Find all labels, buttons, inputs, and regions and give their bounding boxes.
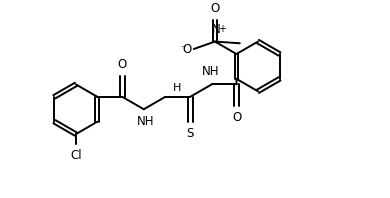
Text: O: O bbox=[210, 2, 220, 15]
Text: N: N bbox=[212, 23, 221, 36]
Text: H: H bbox=[173, 83, 181, 93]
Text: NH: NH bbox=[202, 65, 220, 78]
Text: O: O bbox=[118, 57, 127, 70]
Text: ⁻: ⁻ bbox=[181, 44, 186, 54]
Text: NH: NH bbox=[137, 115, 154, 128]
Text: O: O bbox=[183, 43, 192, 55]
Text: +: + bbox=[218, 24, 227, 34]
Text: S: S bbox=[186, 127, 194, 140]
Text: O: O bbox=[232, 111, 241, 124]
Text: Cl: Cl bbox=[70, 149, 82, 162]
